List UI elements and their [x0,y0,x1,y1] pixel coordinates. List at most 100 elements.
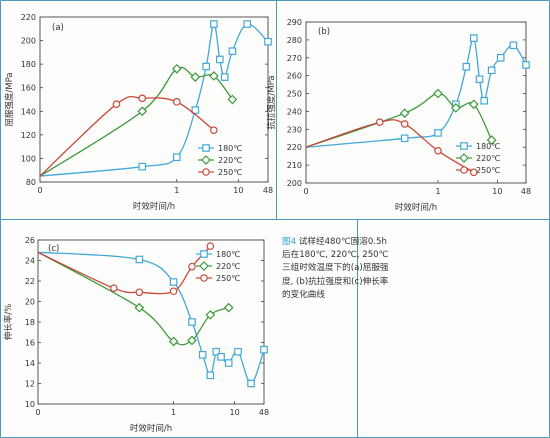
data-point [468,99,479,110]
y-tick-label: 200 [287,179,302,188]
legend-marker [202,168,210,176]
data-point [247,379,255,388]
legend-marker [460,166,468,174]
y-tick-label: 200 [21,37,36,46]
data-point [434,147,442,155]
data-point [134,302,145,313]
data-point [228,47,237,55]
data-point [400,134,409,143]
x-tick-label: 48 [263,186,273,195]
y-tick-label: 270 [287,54,302,63]
data-point [216,55,224,64]
y-tick-label: 210 [287,161,302,170]
x-tick-label: 1 [171,408,176,417]
y-tick-label: 16 [25,339,35,348]
x-tick-label: 0 [303,187,308,196]
legend-marker [201,155,211,165]
plot-box [39,16,269,183]
data-point [243,20,252,28]
data-point [137,106,148,117]
x-tick-label: 48 [259,408,269,417]
caption-text: 试样经480℃固溶0.5h后在180℃, 220℃, 250℃三组时效温度下的(… [282,237,389,300]
data-point [220,73,229,81]
data-point [210,20,218,28]
data-point [210,126,218,134]
data-point [223,302,234,313]
y-tick-label: 14 [25,359,35,368]
data-point [224,359,233,367]
data-point [206,371,215,380]
y-tick-label: 220 [287,143,302,152]
data-point [198,351,207,359]
data-point [168,336,179,347]
data-point [433,88,443,99]
legend-label: 250℃ [476,166,500,175]
legend-label: 250℃ [216,274,240,283]
data-point [209,71,219,81]
data-point [522,61,530,69]
plot-box [305,21,527,184]
series-line [305,119,475,173]
data-point [264,37,272,46]
panel-c-elongation: 10 12 14 16 18 20 22 24 26 0 1 10 48 时效时间/h 伸长率/% (c) 18… [3,236,269,434]
data-point [191,106,200,114]
legend-marker [200,274,208,282]
y-tick-label: 12 [25,380,35,389]
y-tick-label: 10 [25,400,35,409]
y-tick-label: 250 [287,90,302,99]
panel-label: (b) [318,27,330,37]
y-tick-label: 290 [287,18,302,27]
panel-a-yield-strength: 80 100 120 140 160 180 200 220 0 1 10 48 时效时间/h 屈服强度/… [4,13,273,212]
figure-caption: 图4 试样经480℃固溶0.5h后在180℃, 220℃, 250℃三组时效温度… [282,236,392,302]
y-axis-label: 伸长率/% [3,304,14,340]
legend-label: 220℃ [216,262,240,271]
series-250℃ [39,94,218,177]
data-point [138,94,147,103]
data-point [138,162,147,171]
data-point [188,262,196,271]
data-point [227,94,238,105]
data-point [462,62,471,71]
x-axis-label: 时效时间/h [130,423,172,434]
legend: 180℃ 220℃ 250℃ [456,142,500,175]
data-point [205,309,216,320]
series-220℃ [305,88,497,148]
data-point [188,318,196,326]
series-180℃ [305,34,530,148]
data-point [169,278,178,286]
y-tick-label: 180 [21,60,36,69]
data-point [109,284,118,292]
data-point [434,129,442,137]
y-tick-label: 26 [25,236,35,245]
panel-label: (a) [52,23,64,33]
legend-marker [200,250,208,258]
y-tick-label: 240 [287,107,302,116]
y-tick-label: 20 [25,298,35,307]
x-tick-label: 0 [35,408,40,417]
data-point [509,41,518,50]
series-220℃ [39,64,238,177]
data-point [451,103,461,113]
data-point [480,96,489,105]
data-point [487,66,496,75]
data-point [469,168,478,177]
series-250℃ [37,242,215,297]
y-tick-label: 260 [287,72,302,81]
x-tick-label: 10 [230,408,240,417]
data-point [496,53,505,62]
data-point [206,242,215,250]
legend-label: 180℃ [476,142,500,151]
legend-marker [202,144,210,152]
x-tick-label: 10 [233,186,243,195]
data-point [173,153,181,162]
panel-label: (c) [48,244,59,254]
legend-marker [460,142,468,150]
legend-label: 180℃ [218,144,242,153]
legend-label: 180℃ [216,250,240,259]
y-tick-label: 220 [21,13,36,22]
series-250℃ [305,118,478,177]
data-point [190,72,201,82]
y-tick-label: 280 [287,36,302,45]
data-point [400,120,409,128]
